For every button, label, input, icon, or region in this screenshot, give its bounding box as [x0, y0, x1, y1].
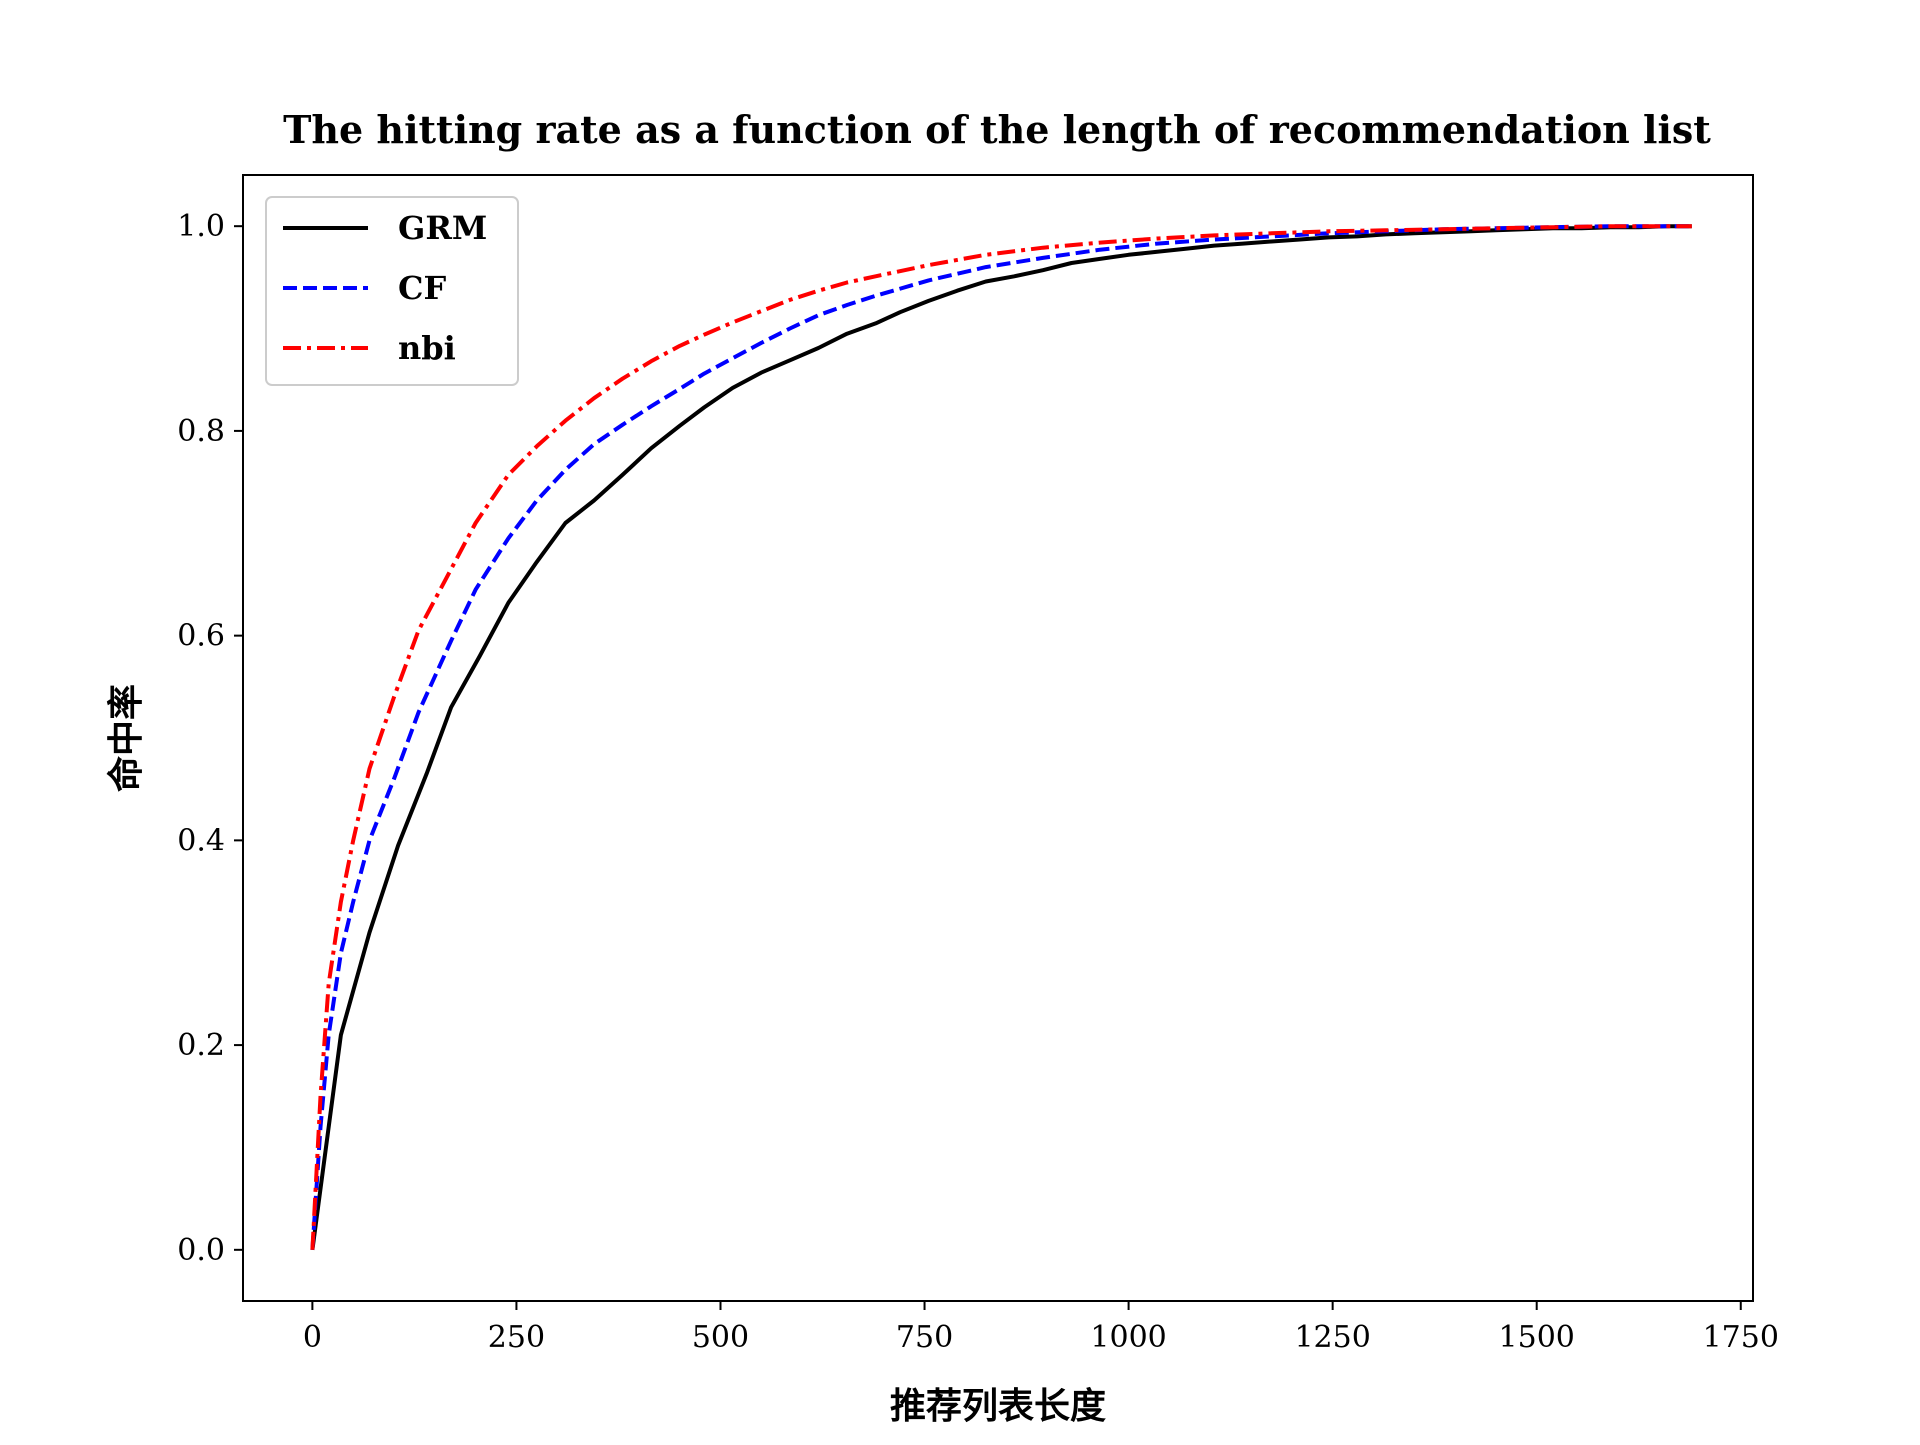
legend-box [265, 196, 519, 386]
y-tick-label: 0.2 [177, 1028, 225, 1063]
plot-area [310, 224, 1692, 1251]
series-line-cf [310, 224, 1692, 1250]
series-line-grm [310, 224, 1692, 1251]
y-tick-label: 0.4 [177, 823, 225, 858]
y-axis-label: 命中率 [105, 684, 147, 792]
legend-entries: GRM CF nbi [283, 209, 487, 367]
legend: GRM CF nbi [265, 196, 519, 386]
x-tick-label: 1250 [1294, 1320, 1370, 1355]
axes-frame [242, 174, 1754, 1302]
x-tick-label: 0 [303, 1320, 322, 1355]
x-axis-label: 推荐列表长度 [890, 1385, 1106, 1427]
x-tick-label: 500 [692, 1320, 749, 1355]
y-axis-ticks: 0.0 0.2 0.4 0.6 0.8 1.0 [177, 209, 243, 1268]
y-tick-label: 1.0 [177, 209, 225, 244]
x-tick-label: 1750 [1703, 1320, 1779, 1355]
x-axis-ticks: 0 250 500 750 1000 1250 1500 1750 [303, 1301, 1779, 1355]
y-tick-label: 0.0 [177, 1233, 225, 1268]
legend-label-nbi: nbi [398, 329, 456, 367]
x-tick-label: 750 [896, 1320, 953, 1355]
legend-label-cf: CF [398, 269, 446, 307]
x-tick-label: 1500 [1499, 1320, 1575, 1355]
chart-title: The hitting rate as a function of the le… [283, 107, 1711, 152]
legend-label-grm: GRM [398, 209, 487, 247]
x-tick-label: 250 [488, 1320, 545, 1355]
y-tick-label: 0.8 [177, 414, 225, 449]
series-line-nbi [310, 224, 1692, 1250]
y-tick-label: 0.6 [177, 619, 225, 654]
x-tick-label: 1000 [1090, 1320, 1166, 1355]
